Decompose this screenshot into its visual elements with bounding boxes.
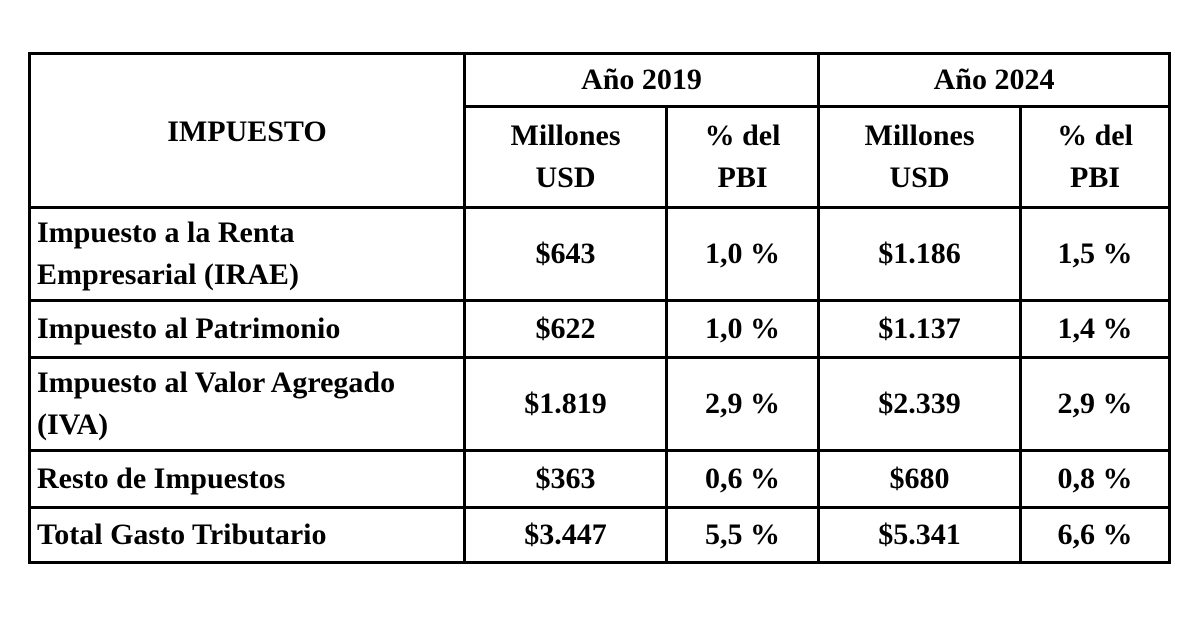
pbi-2019-cell: 5,5 %: [664, 506, 821, 564]
header-millones-usd-2024: Millones USD: [817, 105, 1023, 209]
usd-2019-cell: $363: [463, 449, 668, 509]
table-row: Impuesto a la Renta Empresarial (IRAE) $…: [28, 206, 1172, 302]
header-impuesto: IMPUESTO: [28, 52, 466, 209]
usd-2024-cell: $680: [817, 449, 1023, 509]
tax-name-cell: Impuesto al Patrimonio: [28, 299, 466, 359]
usd-2024-cell: $1.137: [817, 299, 1023, 359]
header-year-2024: Año 2024: [817, 52, 1172, 108]
pbi-2019-cell: 1,0 %: [664, 206, 821, 302]
tax-name-cell: Resto de Impuestos: [28, 449, 466, 509]
tax-expenditure-table: IMPUESTO Año 2019 Año 2024 Millones USD …: [28, 52, 1172, 564]
table-row-total: Total Gasto Tributario $3.447 5,5 % $5.3…: [28, 506, 1172, 564]
pbi-2019-cell: 2,9 %: [664, 356, 821, 452]
usd-2024-cell: $1.186: [817, 206, 1023, 302]
usd-2019-cell: $3.447: [463, 506, 668, 564]
tax-name-cell: Total Gasto Tributario: [28, 506, 466, 564]
usd-2024-cell: $5.341: [817, 506, 1023, 564]
pbi-2024-cell: 2,9 %: [1019, 356, 1172, 452]
pbi-2024-cell: 1,5 %: [1019, 206, 1172, 302]
pbi-2019-cell: 1,0 %: [664, 299, 821, 359]
tax-name-cell: Impuesto al Valor Agregado (IVA): [28, 356, 466, 452]
pbi-2024-cell: 0,8 %: [1019, 449, 1172, 509]
header-pbi-2024: % del PBI: [1019, 105, 1172, 209]
table-row: Resto de Impuestos $363 0,6 % $680 0,8 %: [28, 449, 1172, 509]
usd-2024-cell: $2.339: [817, 356, 1023, 452]
table-row: Impuesto al Patrimonio $622 1,0 % $1.137…: [28, 299, 1172, 359]
tax-name-cell: Impuesto a la Renta Empresarial (IRAE): [28, 206, 466, 302]
table-row: Impuesto al Valor Agregado (IVA) $1.819 …: [28, 356, 1172, 452]
pbi-2024-cell: 1,4 %: [1019, 299, 1172, 359]
header-millones-usd-2019: Millones USD: [463, 105, 668, 209]
header-year-2019: Año 2019: [462, 52, 821, 108]
header-pbi-2019: % del PBI: [664, 105, 821, 209]
usd-2019-cell: $622: [463, 299, 668, 359]
usd-2019-cell: $643: [463, 206, 668, 302]
pbi-2019-cell: 0,6 %: [664, 449, 821, 509]
pbi-2024-cell: 6,6 %: [1019, 506, 1172, 564]
usd-2019-cell: $1.819: [463, 356, 668, 452]
